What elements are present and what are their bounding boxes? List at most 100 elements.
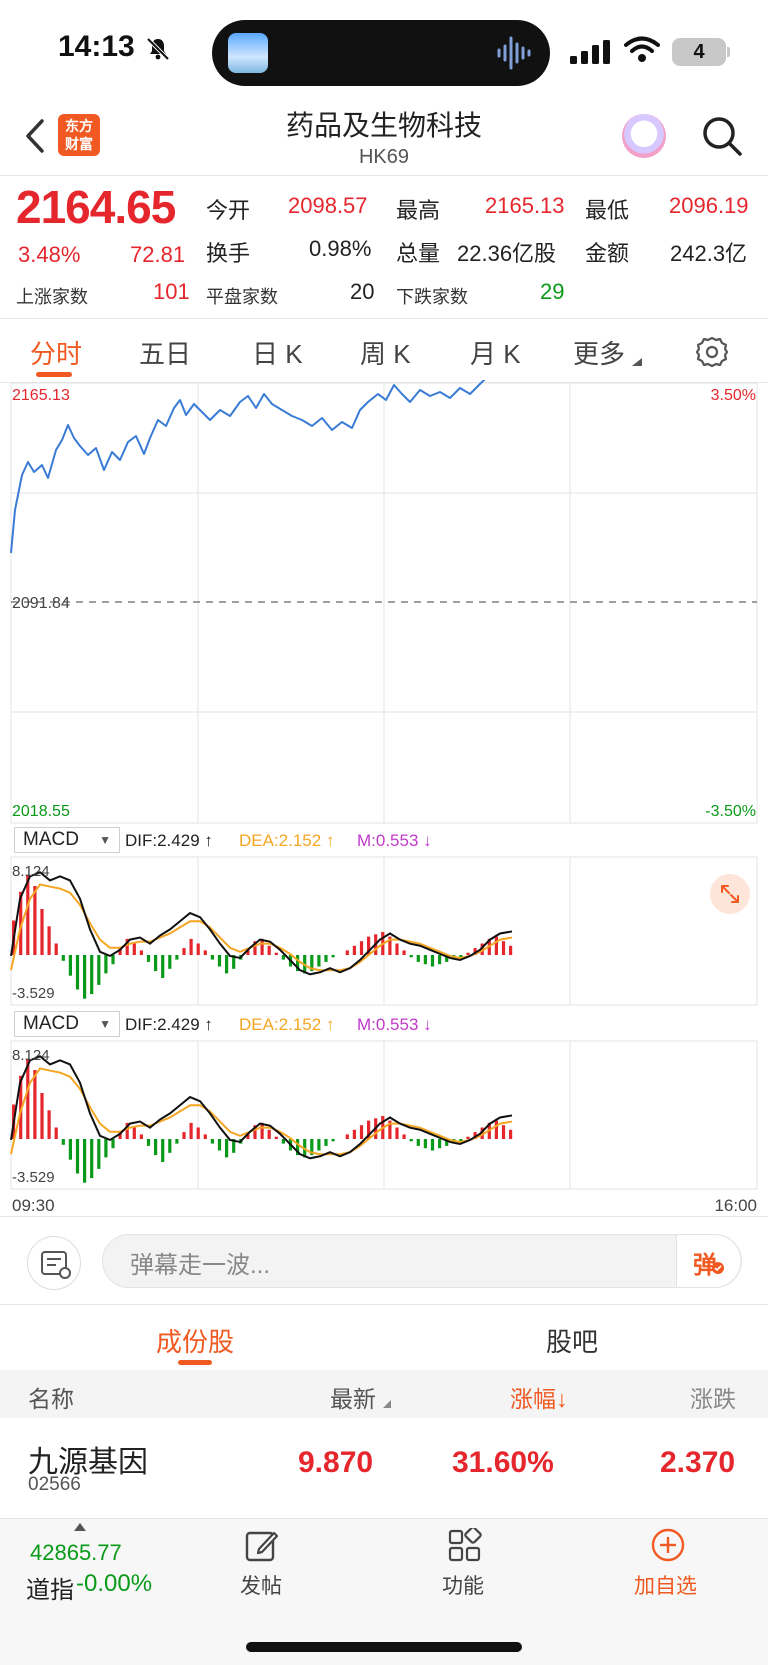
macd-selector-label: MACD <box>23 829 79 850</box>
tab-monthly-k[interactable]: 月 K <box>470 339 521 369</box>
macd-bar <box>26 874 30 955</box>
chart-settings-gear-icon[interactable] <box>695 335 729 369</box>
macd-bar <box>253 1125 257 1139</box>
add-watchlist-icon[interactable] <box>650 1527 686 1563</box>
macd-bar <box>111 1139 115 1149</box>
danmaku-send-button[interactable] <box>676 1235 740 1287</box>
macd-bar <box>189 938 193 955</box>
macd-bar <box>196 1127 200 1139</box>
tab-more[interactable]: 更多 <box>573 339 626 369</box>
macd-bar <box>125 938 129 955</box>
expand-icon <box>721 885 739 903</box>
intraday-chart[interactable]: 2165.13 3.50% 2091.84 2018.55 -3.50% 8.1… <box>0 380 768 1220</box>
status-time: 14:13 <box>58 30 135 63</box>
amount-label: 金额 <box>585 241 630 266</box>
macd-bar <box>480 943 484 955</box>
macd-bar <box>175 1139 179 1144</box>
macd-bar <box>232 955 236 969</box>
battery-indicator: 4 <box>672 38 726 66</box>
column-change-pct[interactable]: 涨幅↓ <box>510 1386 568 1412</box>
stock-latest: 9.870 <box>298 1446 374 1479</box>
danmaku-input[interactable] <box>102 1234 742 1288</box>
column-change[interactable]: 涨跌 <box>690 1386 736 1412</box>
macd-bar <box>359 941 364 955</box>
stock-code: 02566 <box>28 1474 81 1495</box>
macd-bar <box>118 1132 122 1139</box>
macd-bar <box>267 945 271 955</box>
functions-button[interactable]: 功能 <box>442 1575 484 1598</box>
macd-bar <box>47 1110 51 1139</box>
macd-bar <box>75 955 80 990</box>
macd-bar <box>210 1139 214 1144</box>
top-pct-label: 3.50% <box>711 387 756 404</box>
assistant-robot-icon[interactable] <box>622 114 666 158</box>
signal-icon <box>570 40 610 64</box>
tab-intraday[interactable]: 分时 <box>30 339 83 369</box>
index-ticker-name[interactable]: 道指 <box>26 1577 74 1604</box>
macd-bar <box>132 1127 136 1139</box>
macd-bar <box>33 886 37 955</box>
macd-bar <box>139 950 143 955</box>
tab-weekly-k[interactable]: 周 K <box>360 339 411 369</box>
back-icon[interactable] <box>24 118 46 154</box>
macd-bar <box>146 1139 151 1146</box>
search-icon[interactable] <box>700 114 744 158</box>
macd-bar <box>154 955 158 972</box>
macd-bar <box>459 955 463 958</box>
expand-chart-button[interactable] <box>710 874 750 914</box>
base-price-label: 2091.84 <box>12 595 70 612</box>
change-value: 72.81 <box>130 242 186 267</box>
macd-bar <box>118 948 122 955</box>
macd-selector-1[interactable]: MACD ▼ <box>14 827 120 853</box>
macd-selector-2[interactable]: MACD ▼ <box>14 1011 120 1037</box>
add-watchlist-button[interactable]: 加自选 <box>634 1575 697 1598</box>
macd-bar <box>139 1134 143 1139</box>
macd-bar <box>19 1075 23 1139</box>
macd-bar <box>367 936 371 955</box>
open-label: 今开 <box>206 198 251 223</box>
tab-daily-k[interactable]: 日 K <box>252 339 303 369</box>
macd-bar <box>317 955 321 967</box>
macd-bar <box>104 1139 108 1158</box>
column-name[interactable]: 名称 <box>28 1386 74 1412</box>
stock-change: 2.370 <box>660 1446 736 1479</box>
macd-bar <box>26 1058 30 1139</box>
macd1-m: M:0.553 ↓ <box>357 831 432 850</box>
macd-bar <box>182 948 186 955</box>
tab-constituents[interactable]: 成份股 <box>156 1327 235 1357</box>
macd-bar <box>61 1139 65 1145</box>
index-ticker-value[interactable]: 42865.77 <box>30 1540 122 1565</box>
macd-bar <box>296 1139 300 1156</box>
macd2-max-label: 8.124 <box>12 1047 50 1064</box>
macd-bar <box>296 955 300 972</box>
tab-five-day[interactable]: 五日 <box>139 339 192 369</box>
functions-grid-icon[interactable] <box>447 1528 483 1564</box>
macd-bar <box>54 1127 58 1139</box>
macd-bar <box>253 941 257 955</box>
post-button[interactable]: 发帖 <box>240 1575 282 1598</box>
macd2-min-label: -3.529 <box>12 1169 55 1186</box>
macd-bar <box>331 1139 335 1142</box>
macd-bar <box>281 955 285 960</box>
macd-bar <box>111 955 115 965</box>
dynamic-island <box>212 20 550 86</box>
tab-forum[interactable]: 股吧 <box>546 1327 599 1357</box>
index-code: HK69 <box>358 146 410 168</box>
up-count: 101 <box>153 279 190 304</box>
divider <box>0 318 768 319</box>
post-edit-icon[interactable] <box>244 1528 280 1564</box>
macd-bar <box>132 943 136 955</box>
macd-bar <box>104 955 108 974</box>
macd-bar <box>423 1139 427 1149</box>
column-latest[interactable]: 最新 <box>330 1386 376 1412</box>
macd-bar <box>281 1139 285 1144</box>
wifi-icon <box>624 36 660 62</box>
danmaku-settings-button[interactable] <box>27 1236 81 1290</box>
macd-bar <box>409 1139 413 1142</box>
macd-panel-1 <box>10 871 513 999</box>
index-ticker-change[interactable]: -0.00% <box>76 1570 153 1597</box>
macd-bar <box>232 1139 236 1153</box>
expand-up-icon[interactable] <box>74 1523 86 1531</box>
macd-bar <box>317 1139 321 1151</box>
dea-line <box>10 883 513 972</box>
